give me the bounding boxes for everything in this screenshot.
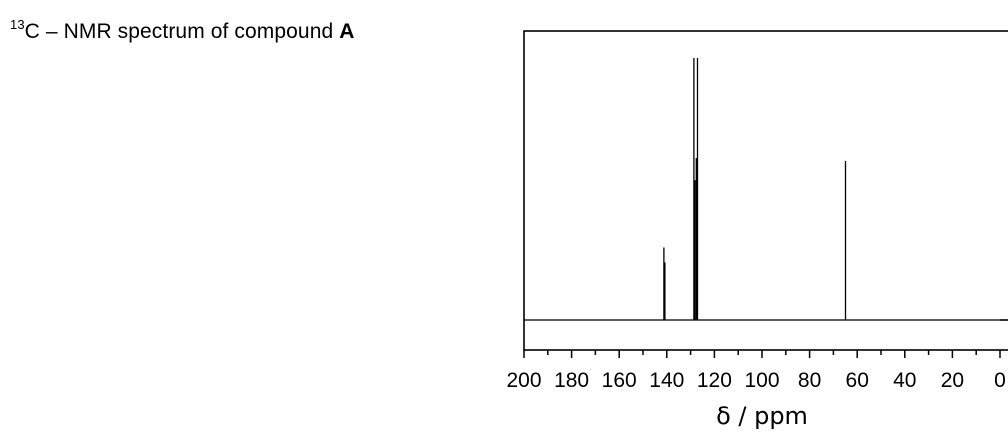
x-axis-tick-labels: 200 180 160 140 120 100 80 60 40 20 0 [506, 369, 1005, 392]
x-tick-label: 180 [554, 369, 589, 392]
isotope-superscript: 13 [10, 17, 25, 32]
x-tick-label: 40 [893, 369, 916, 392]
x-tick-label: 100 [744, 369, 779, 392]
x-tick-label: 160 [602, 369, 637, 392]
spectrum-line [524, 58, 1000, 321]
x-tick-label: 140 [649, 369, 684, 392]
title-text: C – NMR spectrum of compound [24, 20, 340, 43]
x-tick-label: 120 [697, 369, 732, 392]
x-axis-ticks [523, 350, 1001, 358]
x-tick-label: 0 [994, 369, 1006, 392]
x-tick-label: 20 [941, 369, 964, 392]
compound-label: A [339, 20, 355, 43]
x-tick-label: 80 [798, 369, 821, 392]
plot-frame [523, 30, 1008, 351]
chart-title: 13C – NMR spectrum of compound A [10, 17, 355, 44]
x-axis-label: δ / ppm [716, 402, 808, 430]
x-tick-label: 60 [846, 369, 869, 392]
x-tick-label: 200 [506, 369, 541, 392]
